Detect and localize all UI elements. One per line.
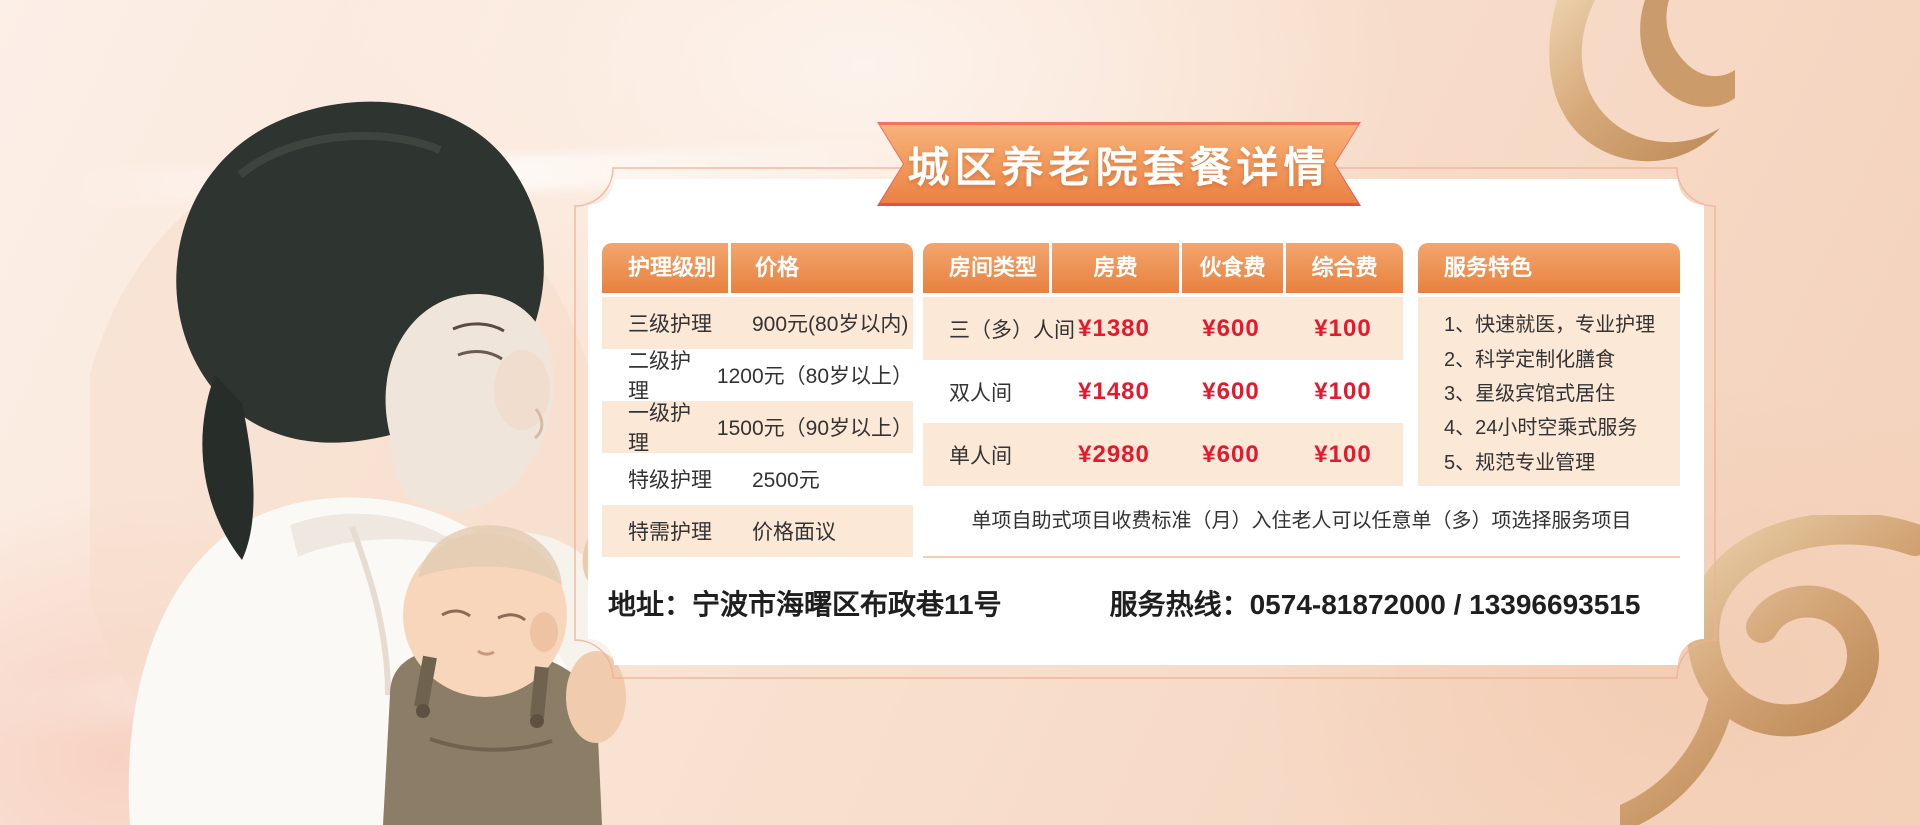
room-table-header: 房间类型 房费 伙食费 综合费 [923,243,1403,293]
title-banner: 城区养老院套餐详情 [877,122,1361,206]
care-table-header-price: 价格 [731,243,913,293]
room-type: 三（多）人间 [949,318,1075,342]
meal-fee: ¥600 [1202,377,1260,405]
misc-fee: ¥100 [1314,377,1372,405]
room-table-header-type: 房间类型 [923,243,1049,293]
feature-item: 3、星级宾馆式居住 [1444,382,1616,405]
room-fee: ¥1480 [1078,377,1150,405]
feature-item: 4、24小时空乘式服务 [1444,417,1638,440]
care-price: 900元(80岁以内) [752,313,909,336]
gold-ribbon-top-decoration [1549,0,1735,162]
room-table-header-misc-fee: 综合费 [1286,243,1403,293]
gold-ribbon-bottom-decoration [1620,515,1920,825]
care-price: 1500元（90岁以上） [716,417,913,440]
care-table-row: 特级护理 2500元 [602,453,913,505]
meal-fee: ¥600 [1202,314,1260,342]
room-table-header-meal-fee: 伙食费 [1182,243,1283,293]
care-price: 2500元 [752,469,820,492]
room-type: 双人间 [949,381,1012,405]
hotline-text: 服务热线：0574-81872000 / 13396693515 [1109,589,1641,620]
meal-fee: ¥600 [1202,440,1260,468]
pricing-card: 护理级别 价格 三级护理 900元(80岁以内) 二级护理 1200元（80岁以… [588,179,1704,665]
features-header: 服务特色 [1418,243,1680,293]
feature-item: 5、规范专业管理 [1444,451,1596,474]
care-table-header-level: 护理级别 [602,243,728,293]
care-table-row: 特需护理 价格面议 [602,505,913,557]
room-table-header-room-fee: 房费 [1052,243,1179,293]
misc-fee: ¥100 [1314,314,1372,342]
care-level: 二级护理 [628,350,691,403]
care-table-row: 二级护理 1200元（80岁以上） [602,349,913,403]
banner-title: 城区养老院套餐详情 [907,145,1331,192]
care-level: 特级护理 [628,469,712,492]
room-table-row: 双人间 ¥1480 ¥600 ¥100 [923,360,1403,423]
care-level: 三级护理 [628,313,712,336]
care-table-row: 一级护理 1500元（90岁以上） [602,401,913,455]
misc-fee: ¥100 [1314,440,1372,468]
care-level: 特需护理 [628,521,712,544]
care-level: 一级护理 [628,402,691,455]
feature-item: 2、科学定制化膳食 [1444,348,1616,371]
address-text: 地址：宁波市海曙区布政巷11号 [608,589,1002,620]
features-list: 1、快速就医，专业护理 2、科学定制化膳食 3、星级宾馆式居住 4、24小时空乘… [1418,297,1680,486]
room-type: 单人间 [949,444,1012,468]
caregiver-baby-photo [90,101,638,825]
care-price: 价格面议 [752,521,836,544]
pricing-note: 单项自助式项目收费标准（月）入住老人可以任意单（多）项选择服务项目 [923,486,1680,558]
room-table-row: 三（多）人间 ¥1380 ¥600 ¥100 [923,297,1403,360]
room-fee: ¥1380 [1078,314,1150,342]
room-table-row: 单人间 ¥2980 ¥600 ¥100 [923,423,1403,486]
contact-footer: 地址：宁波市海曙区布政巷11号 服务热线：0574-81872000 / 133… [608,583,1640,623]
room-fee: ¥2980 [1078,440,1150,468]
feature-item: 1、快速就医，专业护理 [1444,314,1656,337]
title-banner-face: 城区养老院套餐详情 [880,125,1358,203]
care-price: 1200元（80岁以上） [716,365,913,388]
care-level-table: 护理级别 价格 三级护理 900元(80岁以内) 二级护理 1200元（80岁以… [602,243,913,557]
room-fee-table: 房间类型 房费 伙食费 综合费 三（多）人间 ¥1380 ¥600 ¥100 双… [923,243,1403,486]
care-table-row: 三级护理 900元(80岁以内) [602,297,913,349]
care-table-header: 护理级别 价格 [602,243,913,293]
